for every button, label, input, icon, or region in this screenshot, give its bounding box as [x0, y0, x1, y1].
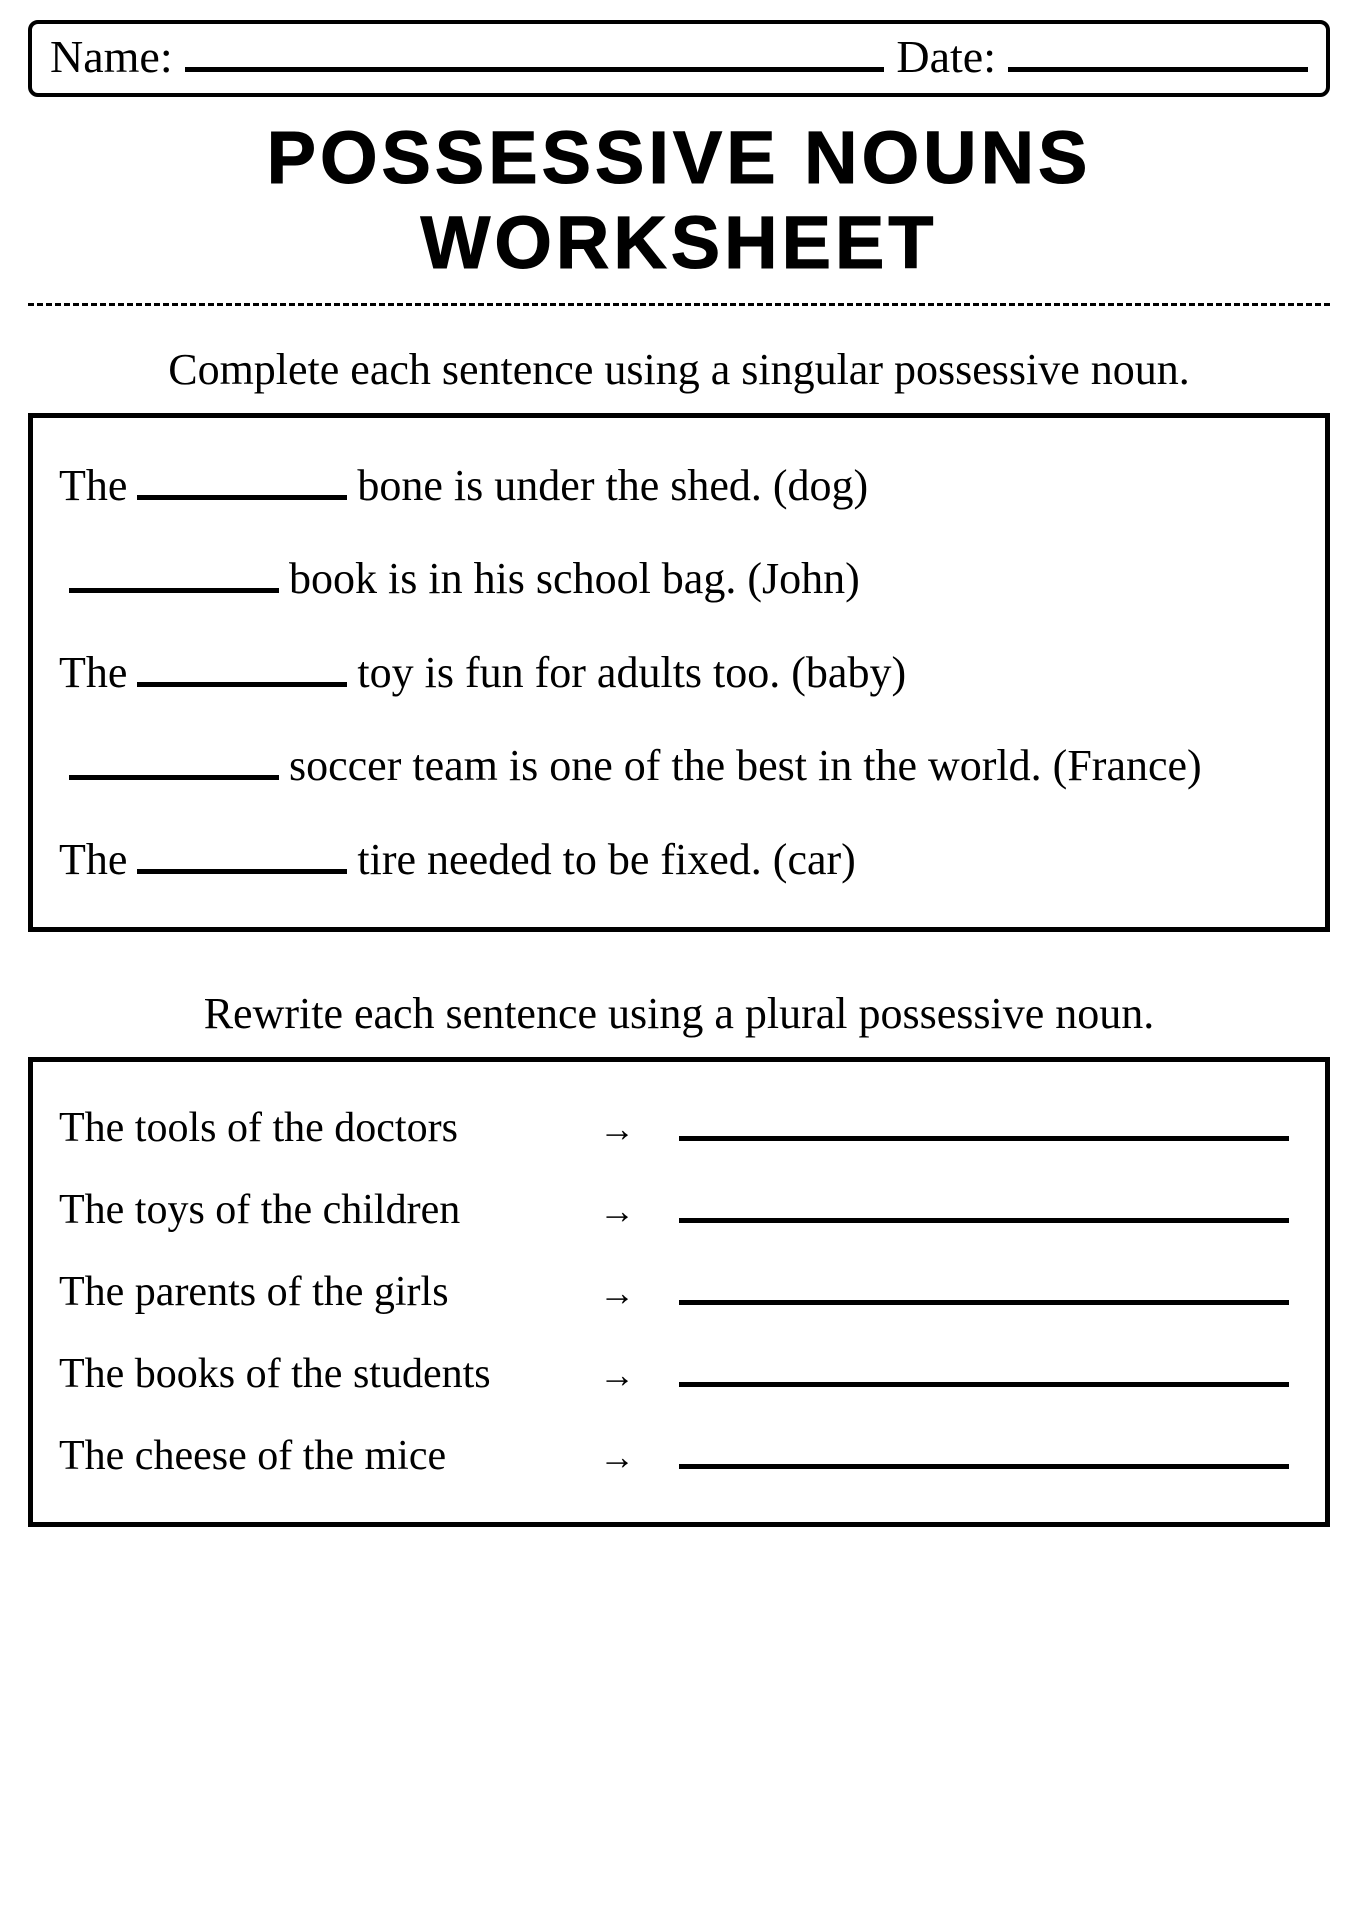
sentence-pre: The: [59, 830, 127, 889]
fill-sentence: soccer team is one of the best in the wo…: [59, 736, 1299, 795]
answer-blank[interactable]: [679, 1353, 1289, 1387]
rewrite-row: The cheese of the mice →: [59, 1432, 1299, 1480]
worksheet-page: Name: Date: POSSESSIVE NOUNS WORKSHEET C…: [0, 0, 1358, 1623]
answer-blank[interactable]: [679, 1271, 1289, 1305]
rewrite-row: The books of the students →: [59, 1350, 1299, 1398]
sentence-post: toy is fun for adults too. (baby): [357, 643, 906, 702]
fill-blank[interactable]: [69, 744, 279, 780]
worksheet-title: POSSESSIVE NOUNS WORKSHEET: [28, 115, 1330, 285]
fill-blank[interactable]: [69, 557, 279, 593]
name-date-header: Name: Date:: [28, 20, 1330, 97]
fill-sentence: The bone is under the shed. (dog): [59, 456, 1299, 515]
section1-box: The bone is under the shed. (dog) book i…: [28, 413, 1330, 932]
rewrite-row: The toys of the children →: [59, 1186, 1299, 1234]
sentence-pre: The: [59, 456, 127, 515]
rewrite-row: The parents of the girls →: [59, 1268, 1299, 1316]
fill-blank[interactable]: [137, 838, 347, 874]
fill-sentence: The tire needed to be fixed. (car): [59, 830, 1299, 889]
rewrite-phrase: The tools of the doctors: [59, 1104, 599, 1152]
name-label: Name:: [50, 30, 173, 83]
fill-blank[interactable]: [137, 464, 347, 500]
date-input-line[interactable]: [1008, 34, 1308, 72]
section1-instruction: Complete each sentence using a singular …: [28, 344, 1330, 395]
date-label: Date:: [896, 30, 996, 83]
rewrite-phrase: The cheese of the mice: [59, 1432, 599, 1480]
arrow-icon: →: [599, 1272, 679, 1314]
answer-blank[interactable]: [679, 1107, 1289, 1141]
dashed-divider: [28, 303, 1330, 306]
arrow-icon: →: [599, 1108, 679, 1150]
section2-box: The tools of the doctors → The toys of t…: [28, 1057, 1330, 1527]
arrow-icon: →: [599, 1436, 679, 1478]
rewrite-row: The tools of the doctors →: [59, 1104, 1299, 1152]
rewrite-phrase: The books of the students: [59, 1350, 599, 1398]
sentence-pre: The: [59, 643, 127, 702]
answer-blank[interactable]: [679, 1189, 1289, 1223]
name-input-line[interactable]: [185, 34, 885, 72]
arrow-icon: →: [599, 1190, 679, 1232]
arrow-icon: →: [599, 1354, 679, 1396]
sentence-post: book is in his school bag. (John): [289, 549, 860, 608]
rewrite-phrase: The parents of the girls: [59, 1268, 599, 1316]
rewrite-phrase: The toys of the children: [59, 1186, 599, 1234]
sentence-post: tire needed to be fixed. (car): [357, 830, 855, 889]
fill-sentence: The toy is fun for adults too. (baby): [59, 643, 1299, 702]
fill-sentence: book is in his school bag. (John): [59, 549, 1299, 608]
section2-instruction: Rewrite each sentence using a plural pos…: [28, 988, 1330, 1039]
sentence-post: soccer team is one of the best in the wo…: [289, 736, 1202, 795]
answer-blank[interactable]: [679, 1435, 1289, 1469]
sentence-post: bone is under the shed. (dog): [357, 456, 868, 515]
fill-blank[interactable]: [137, 651, 347, 687]
